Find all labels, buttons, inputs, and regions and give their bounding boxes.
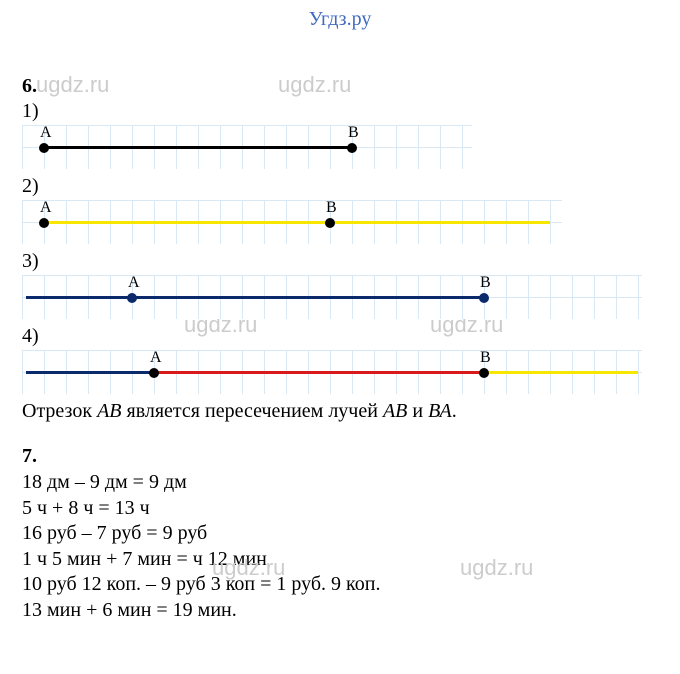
sub-4: 4) <box>22 325 658 348</box>
point-a <box>127 293 137 303</box>
label-a: А <box>40 124 52 142</box>
content: 6. 1) А В 2) А В 3) А В 4) А В Отр <box>0 31 680 624</box>
stmt-ab: АВ <box>97 400 121 422</box>
stmt-suffix: . <box>452 400 457 422</box>
seg-mid <box>154 371 484 374</box>
label-a: А <box>40 199 52 217</box>
ray-ba <box>26 296 484 299</box>
eq-line: 13 мин + 6 мин = 19 мин. <box>22 598 658 624</box>
sub-3: 3) <box>22 250 658 273</box>
label-b: В <box>348 124 359 142</box>
point-a <box>149 368 159 378</box>
point-a <box>39 218 49 228</box>
diagram-4: А В <box>22 350 642 394</box>
label-b: В <box>480 349 491 367</box>
problem-7-equations: 18 дм – 9 дм = 9 дм 5 ч + 8 ч = 13 ч 16 … <box>22 470 658 624</box>
label-a: А <box>150 349 162 367</box>
point-b <box>347 143 357 153</box>
label-a: А <box>128 274 140 292</box>
eq-line: 1 ч 5 мин + 7 мин = ч 12 мин <box>22 547 658 573</box>
sub-2: 2) <box>22 175 658 198</box>
problem-6-statement: Отрезок АВ является пересечением лучей А… <box>22 400 658 423</box>
point-b <box>325 218 335 228</box>
watermark: ugdz.ru <box>36 72 109 98</box>
stmt-mid2: и <box>407 400 428 422</box>
seg-left <box>26 371 154 374</box>
diagram-1: А В <box>22 125 472 169</box>
point-b <box>479 293 489 303</box>
problem-7-number: 7. <box>22 445 658 468</box>
watermark: ugdz.ru <box>460 555 533 581</box>
eq-line: 5 ч + 8 ч = 13 ч <box>22 496 658 522</box>
seg-right <box>484 371 638 374</box>
stmt-ab2: АВ <box>383 400 407 422</box>
eq-line: 16 руб – 7 руб = 9 руб <box>22 521 658 547</box>
segment-ab <box>44 146 352 149</box>
label-b: В <box>480 274 491 292</box>
stmt-ba: ВА <box>428 400 452 422</box>
watermark: ugdz.ru <box>212 555 285 581</box>
label-b: В <box>326 199 337 217</box>
point-b <box>479 368 489 378</box>
watermark: ugdz.ru <box>278 72 351 98</box>
stmt-prefix: Отрезок <box>22 400 97 422</box>
point-a <box>39 143 49 153</box>
page-header: Угдз.ру <box>0 0 680 31</box>
stmt-mid1: является пересечением лучей <box>122 400 383 422</box>
eq-line: 18 дм – 9 дм = 9 дм <box>22 470 658 496</box>
ray-ab <box>44 221 550 224</box>
sub-1: 1) <box>22 100 658 123</box>
diagram-2: А В <box>22 200 562 244</box>
eq-line: 10 руб 12 коп. – 9 руб 3 коп = 1 руб. 9 … <box>22 572 658 598</box>
diagram-3: А В <box>22 275 642 319</box>
